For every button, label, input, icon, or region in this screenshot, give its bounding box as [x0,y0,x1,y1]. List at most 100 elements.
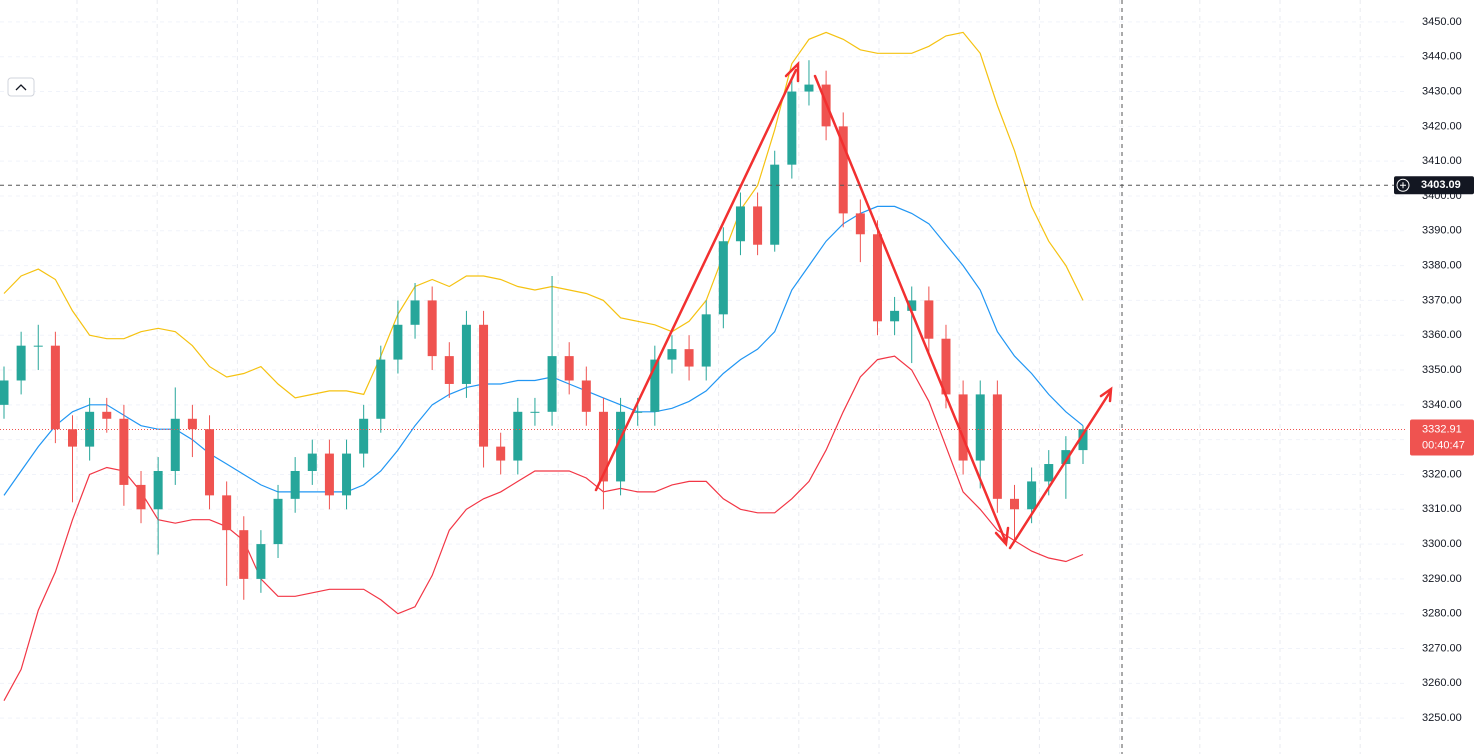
chevron-icon [15,84,27,91]
trend-arrow [813,74,1007,542]
candle-body [324,453,334,496]
y-tick-label: 3390.00 [1422,225,1462,237]
candle-body [170,418,180,471]
overlay [0,0,1405,754]
candle-body [958,394,968,461]
candle-body [701,314,711,367]
button-box[interactable] [7,77,35,97]
y-tick-label: 3280.00 [1422,608,1462,620]
y-tick-label: 3340.00 [1422,399,1462,411]
last-price-label: 3332.91 [1422,423,1462,435]
add-icon [1396,178,1410,192]
candle-body [376,359,386,419]
trend-arrow [594,68,798,492]
y-tick-label: 3270.00 [1422,642,1462,654]
candle-body [1027,481,1037,510]
candle-body [907,300,917,311]
candle-body [735,206,745,242]
candle-body [68,429,78,447]
candle-body [616,411,626,482]
y-tick-label: 3260.00 [1422,677,1462,689]
candle-body [359,418,369,454]
candle-body [479,324,489,447]
candle-body [513,411,523,461]
band-line [3,355,1084,701]
candle-body [85,411,95,447]
crosshair-label: 3403.09 [1421,179,1461,191]
candle-body [598,411,608,482]
annotations [594,60,1113,550]
arrow-head [784,60,800,83]
candle-body [804,84,814,92]
candle-body [307,453,317,471]
candle-body [975,394,985,461]
y-tick-label: 3360.00 [1422,329,1462,341]
y-tick-label: 3350.00 [1422,364,1462,376]
price-axis: 3250.00 3260.00 3270.00 3280.00 3290.00 3300.… [1394,0,1474,754]
candle-body [530,411,540,413]
trend-arrow [1008,390,1112,550]
candle-body [256,544,266,579]
candle-body [770,164,780,245]
countdown-label: 00:40:47 [1422,439,1465,451]
candle-body [33,345,43,347]
candle-body [718,241,728,315]
y-tick-label: 3290.00 [1422,573,1462,585]
candle-body [222,495,232,531]
arrow-head [1099,386,1113,403]
candle-body [667,349,677,360]
grid [0,0,1405,754]
y-tick-label: 3440.00 [1422,51,1462,63]
candle-body [581,380,591,412]
band-line [3,205,1084,496]
band-line [3,31,1084,399]
axis-background [1405,0,1474,754]
crosshair-box [1394,176,1474,195]
candle-body [855,213,865,235]
y-tick-label: 3370.00 [1422,294,1462,306]
collapse-button[interactable] [7,77,35,97]
arrow-head [994,526,1010,547]
candle-body [650,359,660,412]
y-tick-label: 3450.00 [1422,16,1462,28]
candles [0,60,1088,600]
candle-body [461,324,471,384]
bands [3,31,1084,701]
candle-body [273,498,283,545]
candle-body [547,356,557,412]
candle-body [1078,429,1088,451]
candle-body [941,338,951,395]
candle-body [872,234,882,322]
candle-body [1061,450,1071,465]
candle-body [427,300,437,357]
candle-body [50,345,60,430]
candle-body [633,411,643,413]
candle-body [205,429,215,496]
candle-body [1044,464,1054,482]
candle-body [924,300,934,339]
candle-body [239,530,249,579]
candle-body [290,470,300,499]
y-tick-label: 3430.00 [1422,85,1462,97]
add-icon-plus [1400,182,1406,189]
y-tick-label: 3380.00 [1422,260,1462,272]
candle-body [496,446,506,461]
candle-body [410,300,420,325]
y-tick-label: 3320.00 [1422,468,1462,480]
y-tick-label: 3310.00 [1422,503,1462,515]
candle-body [102,411,112,419]
y-tick-label: 3250.00 [1422,712,1462,724]
candle-body [342,453,352,496]
y-tick-label: 3300.00 [1422,538,1462,550]
candle-body [444,356,454,384]
candle-body [136,484,146,510]
candle-body [1009,498,1019,510]
candle-body [153,470,163,510]
last-price-box [1410,419,1474,456]
candle-body [16,345,26,381]
candle-body [753,206,763,245]
candle-body [890,310,900,322]
candle-body [119,418,129,485]
candle-body [393,324,403,360]
